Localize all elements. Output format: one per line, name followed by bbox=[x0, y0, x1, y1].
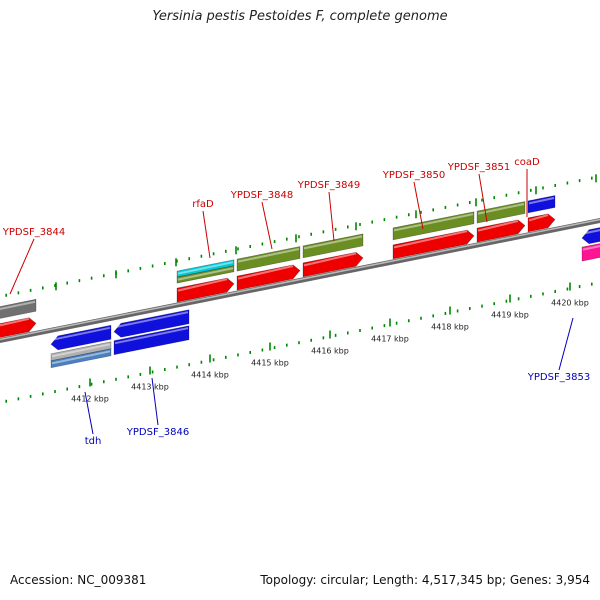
rev-gene-ypdsf-3853-bottom-shape bbox=[581, 243, 600, 262]
fwd-gene-ypdsf-3849-arrow bbox=[302, 251, 364, 278]
fwd-label-rfad: rfaD bbox=[192, 199, 214, 210]
scale-label-4415: 4415 kbp bbox=[251, 359, 289, 368]
fwd-gene-coad-arrow-shape bbox=[527, 213, 556, 233]
fwd-label-coad: coaD bbox=[514, 157, 540, 168]
fwd-label-ypdsf-3850: YPDSF_3850 bbox=[382, 170, 445, 181]
fwd-gene-ypdsf-3848-arrow bbox=[236, 264, 301, 291]
fwd-gene-rfad-arrow-shape bbox=[176, 277, 235, 303]
fwd-gene-coad-top bbox=[527, 195, 556, 214]
backbone-highlight bbox=[0, 218, 600, 341]
fwd-label-ypdsf-3851: YPDSF_3851 bbox=[447, 162, 510, 173]
rev-gene-tdh-bottom2 bbox=[50, 348, 112, 369]
fwd-gene-ypdsf-3848-top bbox=[236, 246, 301, 272]
fwd-gene-ypdsf-3849-arrow-shape bbox=[302, 251, 364, 278]
rev-label-tdh-leader bbox=[84, 391, 94, 435]
rev-gene-ypdsf-3846-arrow-shape bbox=[113, 309, 190, 338]
rev-gene-tdh-bottom2-highlight bbox=[51, 350, 111, 365]
fwd-label-ypdsf-3848-leader bbox=[261, 201, 273, 250]
fwd-gene-coad-arrow bbox=[527, 213, 556, 233]
rev-label-tdh: tdh bbox=[85, 436, 102, 447]
fwd-gene-coad-arrow-highlight bbox=[528, 214, 549, 222]
fwd-gene-ypdsf-3849-arrow-highlight bbox=[303, 252, 357, 267]
fwd-gene-ypdsf-3850-top bbox=[392, 211, 475, 241]
fwd-gene-ypdsf-3848-top-shape bbox=[236, 246, 301, 272]
rev-gene-ypdsf-3846-bottom-shape bbox=[113, 325, 190, 356]
fwd-gene-rfad-top2-highlight bbox=[177, 267, 234, 281]
fwd-gene-coad-top-highlight bbox=[528, 197, 555, 205]
accession-value: NC_009381 bbox=[77, 573, 147, 587]
scale-label-4412: 4412 kbp bbox=[71, 395, 109, 404]
fwd-label-ypdsf-3850-leader bbox=[413, 181, 424, 230]
rev-gene-tdh-arrow-shape bbox=[50, 324, 112, 351]
fwd-gene-ypdsf-3844-arrow-shape bbox=[0, 317, 37, 338]
fwd-gene-ypdsf-3844-top-highlight bbox=[0, 300, 36, 311]
scale-label-4418: 4418 kbp bbox=[431, 323, 469, 332]
scale-label-4417: 4417 kbp bbox=[371, 335, 409, 344]
rev-gene-ypdsf-3853-arrow-highlight bbox=[582, 229, 600, 235]
fwd-gene-ypdsf-3844-top-shape bbox=[0, 298, 37, 319]
accession-text: Accession: NC_009381 bbox=[10, 573, 146, 587]
fwd-label-rfad-leader bbox=[202, 210, 211, 259]
rev-gene-tdh-arrow-highlight bbox=[51, 326, 111, 341]
fwd-gene-ypdsf-3848-arrow-shape bbox=[236, 264, 301, 291]
fwd-gene-ypdsf-3844-arrow bbox=[0, 317, 37, 338]
rev-gene-ypdsf-3846-arrow bbox=[113, 309, 190, 338]
scale-label-4413: 4413 kbp bbox=[131, 383, 169, 392]
fwd-gene-coad-top-shape bbox=[527, 195, 556, 214]
scale-label-4416: 4416 kbp bbox=[311, 347, 349, 356]
fwd-gene-ypdsf-3849-top bbox=[302, 233, 364, 259]
fwd-gene-ypdsf-3849-top-shape bbox=[302, 233, 364, 259]
fwd-gene-ypdsf-3848-arrow-highlight bbox=[237, 265, 294, 280]
rev-label-ypdsf-3853-leader bbox=[558, 317, 574, 371]
rev-gene-tdh-bottom2-shape bbox=[50, 348, 112, 369]
rev-gene-ypdsf-3853-bottom-highlight bbox=[582, 245, 600, 251]
backbone-line bbox=[0, 217, 600, 344]
fwd-gene-ypdsf-3850-top-highlight bbox=[393, 213, 474, 232]
rev-gene-ypdsf-3853-arrow-shape bbox=[581, 227, 600, 245]
fwd-label-ypdsf-3848: YPDSF_3848 bbox=[230, 190, 293, 201]
rev-label-ypdsf-3853: YPDSF_3853 bbox=[527, 372, 590, 383]
fwd-label-ypdsf-3844: YPDSF_3844 bbox=[2, 227, 65, 238]
fwd-gene-rfad-arrow-highlight bbox=[177, 278, 228, 292]
fwd-gene-ypdsf-3844-top bbox=[0, 298, 37, 319]
fwd-label-ypdsf-3844-leader bbox=[9, 238, 35, 295]
accession-label: Accession: bbox=[10, 573, 74, 587]
fwd-gene-ypdsf-3851-arrow-highlight bbox=[477, 220, 519, 232]
topology-text: Topology: circular; Length: 4,517,345 bp… bbox=[260, 573, 590, 587]
rev-gene-ypdsf-3846-bottom bbox=[113, 325, 190, 356]
fwd-label-ypdsf-3849: YPDSF_3849 bbox=[297, 180, 360, 191]
fwd-gene-rfad-top2 bbox=[176, 265, 235, 284]
rev-gene-tdh-arrow bbox=[50, 324, 112, 351]
fwd-label-ypdsf-3851-leader bbox=[478, 173, 488, 223]
scale-label-4419: 4419 kbp bbox=[491, 311, 529, 320]
scale-label-4420: 4420 kbp bbox=[551, 299, 589, 308]
rev-label-ypdsf-3846: YPDSF_3846 bbox=[126, 427, 189, 438]
fwd-gene-ypdsf-3851-arrow bbox=[476, 219, 526, 243]
fwd-gene-rfad-top2-shape bbox=[176, 265, 235, 284]
fwd-gene-ypdsf-3850-arrow-highlight bbox=[393, 230, 468, 249]
rev-label-ypdsf-3846-leader bbox=[151, 377, 159, 426]
fwd-gene-ypdsf-3848-top-highlight bbox=[237, 248, 300, 263]
rev-gene-ypdsf-3853-arrow bbox=[581, 227, 600, 245]
fwd-gene-ypdsf-3844-arrow-highlight bbox=[0, 317, 30, 327]
scale-label-4414: 4414 kbp bbox=[191, 371, 229, 380]
fwd-gene-ypdsf-3849-top-highlight bbox=[303, 235, 363, 250]
fwd-gene-ypdsf-3850-arrow bbox=[392, 229, 475, 260]
fwd-label-ypdsf-3849-leader bbox=[328, 191, 335, 242]
fwd-gene-ypdsf-3851-arrow-shape bbox=[476, 219, 526, 243]
fwd-gene-ypdsf-3850-top-shape bbox=[392, 211, 475, 241]
rev-gene-tdh-bottom-highlight bbox=[51, 343, 111, 358]
fwd-gene-ypdsf-3850-arrow-shape bbox=[392, 229, 475, 260]
rev-gene-ypdsf-3853-bottom bbox=[581, 243, 600, 262]
fwd-gene-rfad-arrow bbox=[176, 277, 235, 303]
genome-title: Yersinia pestis Pestoides F, complete ge… bbox=[152, 9, 448, 24]
fwd-gene-rfad-top-highlight bbox=[177, 261, 234, 275]
fwd-gene-ypdsf-3851-top-shape bbox=[476, 201, 526, 224]
rev-gene-ypdsf-3846-arrow-highlight bbox=[114, 311, 189, 329]
rev-gene-ypdsf-3846-bottom-highlight bbox=[114, 327, 189, 345]
